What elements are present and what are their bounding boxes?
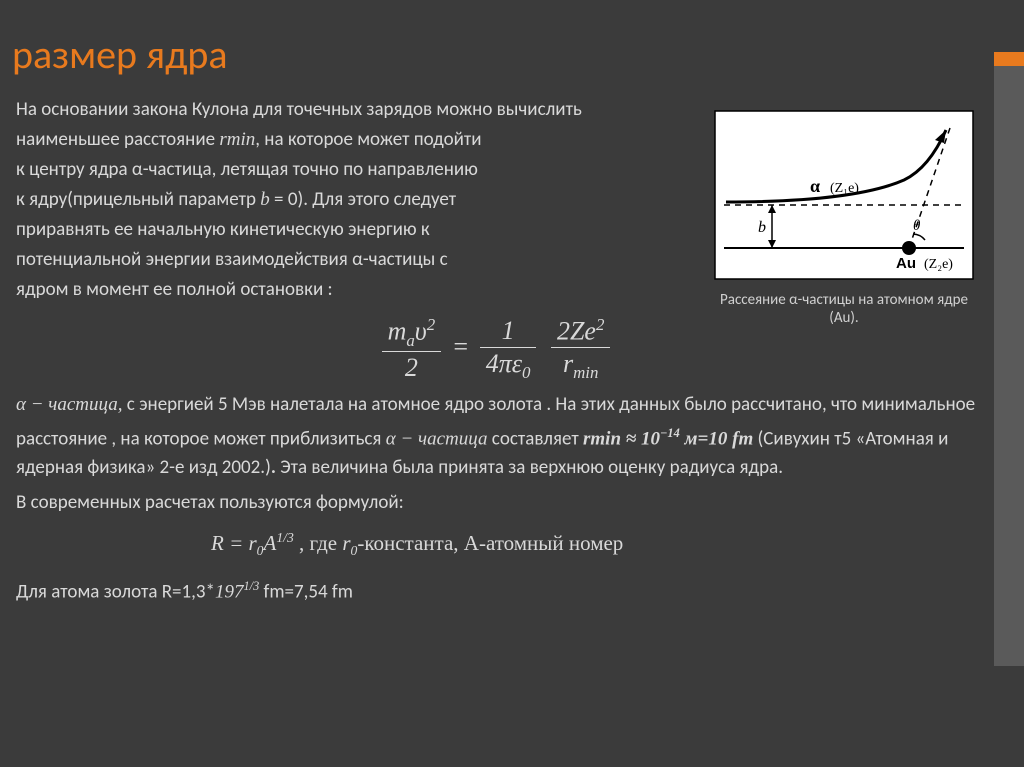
slide-title: размер ядра [12,30,228,79]
accent-bar-right [994,66,1024,666]
equation-main: maυ22 = 14πε0 2Ze2rmin [16,315,976,383]
slide: размер ядра b θ Au (Z₂e) [0,0,1024,767]
accent-bar-top [994,52,1024,66]
content: На основании закона Кулона для точечных … [16,95,976,607]
p1-l6: потенциальной энергии взаимодействия α-ч… [16,245,976,275]
p1-l5: приравнять ее начальную кинетическую эне… [16,215,976,245]
p1-l2: наименьшее расстояние rmin, на которое м… [16,125,976,155]
p3: В современных расчетах пользуются формул… [16,488,976,518]
equation-radius: R = r0A1/3 , где r0-константа, А-атомный… [211,523,976,566]
p1-l1: На основании закона Кулона для точечных … [16,95,976,125]
p2: α − частица, с энергией 5 Мэв налетала н… [16,391,976,481]
p1-l3: к центру ядра α-частица, летящая точно п… [16,155,976,185]
p4: Для атома золота R=1,3*1971/3 fm=7,54 fm [16,571,976,607]
p1-l7: ядром в момент ее полной остановки : [16,275,976,305]
p1-l4: к ядру(прицельный параметр b = 0). Для э… [16,185,976,215]
